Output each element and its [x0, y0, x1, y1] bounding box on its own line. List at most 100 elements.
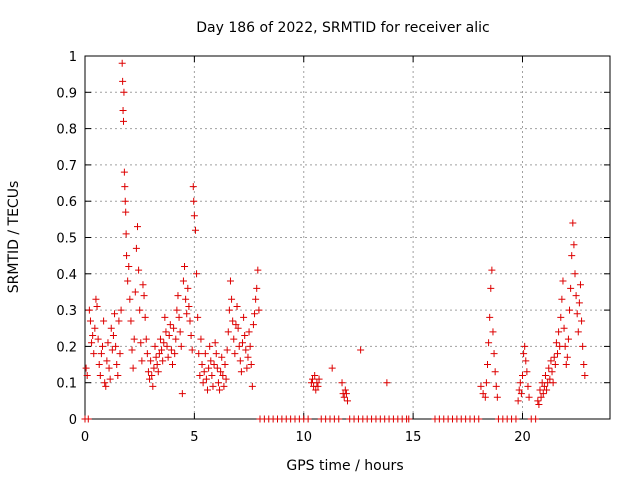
data-point	[485, 339, 493, 347]
data-point	[405, 415, 413, 423]
data-point	[82, 364, 90, 372]
data-point	[253, 284, 261, 292]
grid	[85, 56, 610, 419]
data-point	[128, 346, 136, 354]
data-point	[383, 379, 391, 387]
data-point	[578, 317, 586, 325]
data-point	[111, 310, 119, 318]
data-point	[239, 339, 246, 347]
data-point	[140, 292, 148, 300]
data-point	[190, 197, 198, 205]
chart-title: Day 186 of 2022, SRMTID for receiver ali…	[196, 20, 489, 36]
data-point	[252, 295, 260, 303]
data-point	[543, 386, 551, 394]
data-point	[315, 375, 323, 383]
data-point	[120, 117, 127, 125]
data-point	[569, 219, 577, 227]
data-point	[120, 88, 128, 96]
data-point	[195, 350, 203, 358]
data-point	[551, 361, 559, 369]
data-point	[127, 317, 135, 325]
x-tick-label: 15	[405, 430, 422, 445]
data-point	[108, 346, 116, 354]
data-point	[486, 313, 494, 321]
data-point	[549, 379, 557, 387]
data-point	[161, 313, 169, 321]
data-point	[125, 263, 133, 271]
data-point	[248, 382, 256, 390]
data-point	[344, 397, 351, 405]
data-point	[521, 342, 529, 350]
data-point	[581, 371, 589, 379]
data-point	[489, 328, 497, 336]
data-point	[86, 317, 94, 325]
data-point	[126, 295, 134, 303]
data-point	[216, 386, 224, 394]
data-point	[484, 361, 491, 369]
data-point	[186, 317, 194, 325]
data-point	[84, 415, 92, 423]
data-point	[159, 357, 167, 365]
data-point	[123, 252, 131, 260]
y-tick-label: 1	[69, 50, 77, 65]
data-point	[534, 397, 542, 405]
data-point	[232, 321, 240, 329]
data-point	[314, 382, 322, 390]
data-point	[245, 328, 253, 336]
data-point	[106, 375, 114, 383]
data-point	[532, 415, 540, 423]
data-point	[210, 361, 218, 369]
data-point	[100, 317, 108, 325]
data-point	[525, 393, 533, 401]
data-point	[103, 357, 111, 365]
data-point	[160, 339, 168, 347]
data-point	[566, 306, 574, 314]
data-point	[573, 310, 581, 318]
data-point	[181, 263, 189, 271]
data-point	[567, 284, 575, 292]
data-point	[116, 350, 124, 358]
data-point	[130, 335, 138, 343]
data-point	[85, 306, 93, 314]
data-point	[247, 361, 255, 369]
data-point	[179, 277, 187, 285]
data-point	[205, 364, 213, 372]
data-point	[229, 317, 237, 325]
data-point	[102, 382, 110, 390]
data-point	[170, 324, 178, 332]
data-point	[357, 346, 365, 354]
data-point	[146, 375, 154, 383]
data-point	[149, 382, 157, 390]
data-point	[119, 106, 127, 114]
data-point	[241, 332, 249, 340]
data-point	[243, 364, 251, 372]
data-point	[523, 368, 531, 376]
data-point	[571, 270, 579, 278]
x-tick-label: 5	[190, 430, 198, 445]
data-point	[155, 350, 163, 358]
data-point	[564, 335, 572, 343]
data-point	[208, 371, 216, 379]
data-point	[220, 382, 228, 390]
y-tick-label: 0.2	[56, 340, 77, 355]
data-point	[487, 284, 495, 292]
y-tick-label: 0.6	[56, 195, 77, 210]
data-point	[114, 371, 122, 379]
data-point	[118, 59, 126, 67]
data-point	[477, 382, 485, 390]
data-point	[234, 324, 242, 332]
data-point	[512, 415, 520, 423]
data-point	[201, 350, 209, 358]
data-point	[546, 375, 554, 383]
data-point	[153, 361, 161, 369]
data-point	[174, 292, 182, 300]
data-point	[309, 375, 316, 383]
data-point	[176, 328, 184, 336]
data-point	[557, 313, 565, 321]
data-point	[115, 317, 123, 325]
data-point	[225, 306, 233, 314]
data-point	[482, 379, 490, 387]
data-point	[490, 350, 498, 358]
data-point	[539, 390, 547, 398]
data-point	[141, 313, 149, 321]
